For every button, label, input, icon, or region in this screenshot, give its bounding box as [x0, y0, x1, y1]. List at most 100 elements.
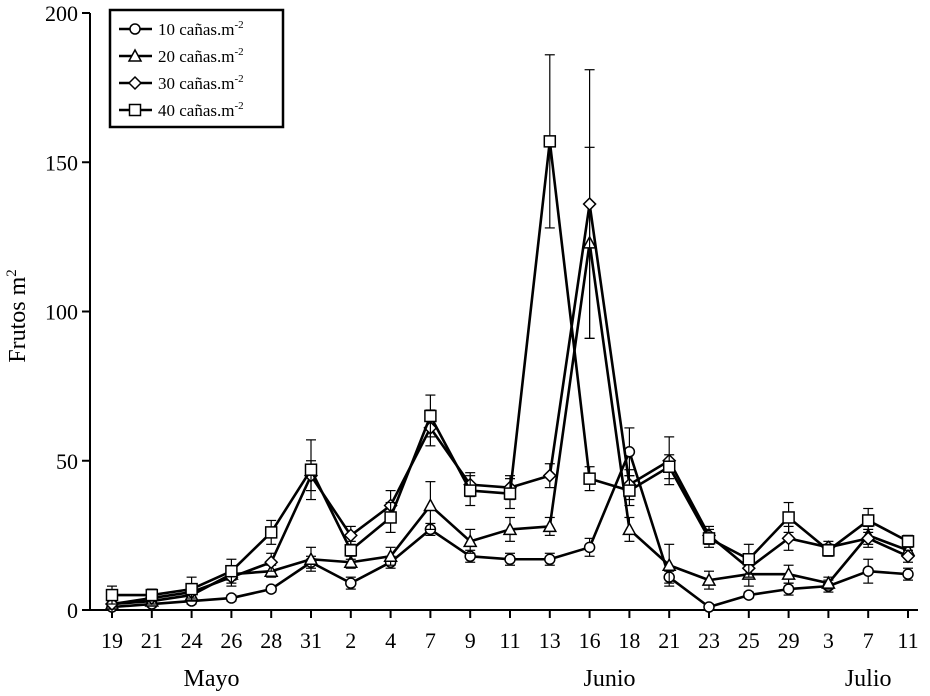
marker-circle [902, 568, 914, 580]
legend-label: 40 cañas.m-2 [158, 100, 244, 120]
marker-square [105, 588, 119, 602]
x-tick-label: 4 [385, 628, 396, 653]
legend-label-text: 10 cañas.m [158, 20, 234, 39]
y-axis-title-sup: 2 [4, 269, 20, 277]
marker-circle [583, 541, 596, 554]
marker-square [424, 409, 437, 423]
legend-label-sup: -2 [234, 73, 243, 85]
marker-square [185, 582, 198, 596]
x-tick-label: 23 [698, 628, 720, 653]
marker-diamond [127, 75, 143, 91]
marker-triangle [622, 521, 637, 536]
marker-circle [544, 553, 556, 566]
marker-square [304, 463, 318, 476]
x-axis-ticks: 19 21 24 26 28 31 2 4 7 9 11 13 16 18 21 23 25 29 3 7 11 [101, 610, 919, 653]
month-label: Julio [845, 666, 892, 692]
x-tick-label: 21 [658, 628, 680, 653]
marker-circle [345, 577, 357, 589]
marker-square [623, 484, 636, 497]
x-tick-label: 19 [101, 628, 123, 653]
legend-entry-1: 10 cañas.m-2 [119, 19, 244, 39]
x-tick-label: 9 [465, 628, 476, 653]
x-tick-label: 11 [499, 628, 520, 653]
y-tick-label: 150 [45, 150, 78, 175]
marker-square [128, 103, 142, 117]
marker-square [702, 532, 716, 545]
marker-square [742, 553, 756, 566]
marker-square [264, 526, 278, 539]
month-label: Mayo [184, 666, 240, 692]
legend-label: 20 cañas.m-2 [158, 46, 244, 66]
legend-entry-3: 30 cañas.m-2 [119, 73, 244, 93]
marker-triangle [423, 497, 438, 512]
y-axis-title-text: Frutos m [5, 276, 31, 362]
marker-square [384, 511, 397, 524]
x-tick-label: 31 [300, 628, 322, 653]
marker-square [861, 514, 875, 527]
x-tick-label: 26 [220, 628, 242, 653]
x-tick-label: 2 [345, 628, 356, 653]
series-group [104, 54, 916, 613]
y-tick-label: 0 [67, 598, 78, 623]
legend-label-sup: -2 [234, 46, 243, 58]
legend-label-sup: -2 [234, 100, 243, 112]
marker-square [901, 535, 915, 548]
legend-entry-2: 20 cañas.m-2 [119, 46, 244, 66]
marker-square [782, 511, 795, 524]
marker-circle [504, 553, 516, 566]
marker-circle [703, 601, 715, 613]
marker-triangle [462, 533, 478, 548]
legend-entry-4: 40 cañas.m-2 [119, 100, 244, 120]
marker-square [225, 564, 238, 578]
marker-circle [129, 23, 141, 35]
marker-square [503, 487, 517, 500]
marker-diamond [264, 555, 279, 570]
marker-square [662, 460, 676, 473]
x-tick-label: 25 [738, 628, 760, 653]
marker-triangle [127, 48, 143, 62]
legend: 10 cañas.m-220 cañas.m-230 cañas.m-240 c… [108, 8, 285, 129]
legend-label-text: 30 cañas.m [158, 74, 234, 93]
month-labels: Mayo Junio Julio [184, 666, 892, 692]
marker-triangle [502, 521, 518, 536]
marker-diamond [900, 549, 916, 564]
y-axis-ticks: 0 50 100 150 200 [45, 1, 90, 623]
legend-label-text: 20 cañas.m [158, 47, 234, 66]
marker-square [822, 544, 835, 557]
x-tick-label: 28 [260, 628, 282, 653]
marker-circle [862, 565, 874, 577]
marker-triangle [383, 548, 398, 563]
marker-square [543, 135, 557, 148]
month-label: Junio [583, 666, 635, 692]
y-tick-label: 200 [45, 1, 78, 26]
legend-label: 30 cañas.m-2 [158, 73, 244, 93]
marker-triangle [343, 554, 359, 568]
x-tick-label: 21 [141, 628, 163, 653]
marker-triangle [661, 557, 677, 571]
marker-diamond [781, 531, 796, 546]
legend-label: 10 cañas.m-2 [158, 19, 244, 39]
legend-label-sup: -2 [234, 19, 243, 31]
x-tick-label: 7 [863, 628, 874, 653]
marker-triangle [701, 572, 717, 586]
series-4 [105, 54, 915, 605]
x-tick-label: 29 [778, 628, 800, 653]
marker-circle [743, 589, 755, 601]
marker-diamond [861, 531, 876, 546]
marker-square [344, 544, 358, 557]
legend-label-text: 40 cañas.m [158, 101, 234, 120]
y-axis-title: Frutos m2 [4, 269, 31, 363]
x-tick-label: 13 [539, 628, 561, 653]
marker-triangle [542, 518, 558, 533]
x-tick-label: 11 [897, 628, 918, 653]
marker-square [463, 484, 477, 497]
x-tick-label: 18 [618, 628, 640, 653]
marker-square [583, 472, 596, 485]
marker-diamond [542, 468, 557, 483]
x-tick-label: 7 [425, 628, 436, 653]
marker-diamond [582, 196, 597, 212]
marker-triangle [303, 551, 319, 566]
x-tick-label: 24 [181, 628, 203, 653]
marker-circle [265, 583, 277, 595]
